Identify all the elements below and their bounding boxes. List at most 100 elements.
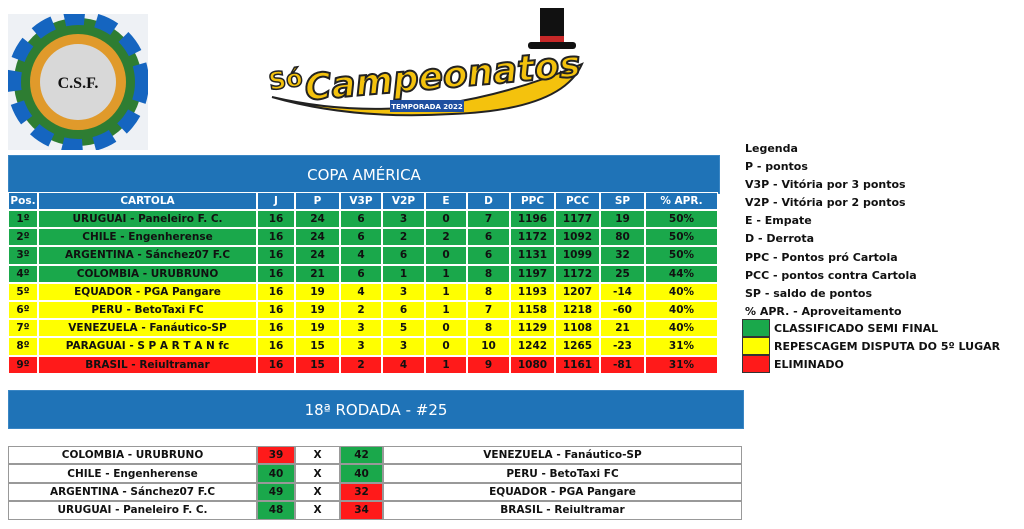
away-score: 42: [340, 446, 383, 465]
home-score: 48: [257, 501, 295, 520]
stat-cell: 1242: [510, 337, 555, 356]
stat-cell: 1: [382, 264, 425, 283]
stat-cell: 40%: [645, 282, 718, 301]
stat-cell: 19: [295, 319, 340, 338]
stat-cell: 7: [467, 210, 510, 229]
stat-cell: 16: [257, 301, 295, 320]
stat-cell: 6: [382, 301, 425, 320]
stat-cell: 1: [425, 355, 467, 374]
stat-cell: 6: [382, 246, 425, 265]
stat-cell: 3: [382, 210, 425, 229]
stat-cell: 1129: [510, 319, 555, 338]
standings-title: COPA AMÉRICA: [8, 155, 720, 194]
team-cell: CHILE - Engenherense: [38, 228, 257, 247]
legend-item: P - pontos: [745, 159, 808, 173]
stat-cell: 24: [295, 228, 340, 247]
stat-cell: 31%: [645, 355, 718, 374]
home-team: URUGUAI - Paneleiro F. C.: [8, 501, 257, 520]
stat-cell: 1172: [510, 228, 555, 247]
stat-cell: 8º: [8, 337, 38, 356]
column-header: PPC: [510, 192, 555, 210]
stat-cell: 80: [600, 228, 645, 247]
away-score: 40: [340, 464, 383, 483]
stat-cell: 3: [340, 319, 382, 338]
csf-logo: C.S.F.: [8, 14, 148, 150]
home-team: ARGENTINA - Sánchez07 F.C: [8, 482, 257, 502]
stat-cell: 6: [467, 246, 510, 265]
stat-cell: 24: [295, 210, 340, 229]
away-score: 32: [340, 482, 383, 502]
stat-cell: 1099: [555, 246, 600, 265]
round-title: 18ª RODADA - #25: [8, 390, 744, 429]
stat-cell: 44%: [645, 264, 718, 283]
legend-item: V2P - Vitória por 2 pontos: [745, 195, 906, 209]
stat-cell: -81: [600, 355, 645, 374]
stat-cell: 6º: [8, 301, 38, 320]
stat-cell: 1131: [510, 246, 555, 265]
stat-cell: -14: [600, 282, 645, 301]
team-cell: VENEZUELA - Fanáutico-SP: [38, 319, 257, 338]
versus: X: [295, 482, 340, 502]
column-header: P: [295, 192, 340, 210]
stat-cell: 6: [467, 228, 510, 247]
stat-cell: 2: [425, 228, 467, 247]
stat-cell: 16: [257, 282, 295, 301]
stat-cell: 6: [340, 210, 382, 229]
legend-zone: ELIMINADO: [774, 357, 844, 371]
stat-cell: 6: [340, 264, 382, 283]
home-score: 40: [257, 464, 295, 483]
stat-cell: 8: [467, 319, 510, 338]
stat-cell: 31%: [645, 337, 718, 356]
stat-cell: 16: [257, 264, 295, 283]
stat-cell: 21: [600, 319, 645, 338]
stat-cell: 1207: [555, 282, 600, 301]
stat-cell: 2: [382, 228, 425, 247]
versus: X: [295, 446, 340, 465]
stat-cell: 3: [340, 337, 382, 356]
stat-cell: 4º: [8, 264, 38, 283]
column-header: D: [467, 192, 510, 210]
stat-cell: 1218: [555, 301, 600, 320]
stat-cell: 40%: [645, 301, 718, 320]
stat-cell: 25: [600, 264, 645, 283]
team-cell: PERU - BetoTaxi FC: [38, 301, 257, 320]
column-header: J: [257, 192, 295, 210]
legend-item: % APR. - Aproveitamento: [745, 305, 902, 319]
stat-cell: 8: [467, 264, 510, 283]
legend-item: PPC - Pontos pró Cartola: [745, 250, 898, 264]
legend-item: D - Derrota: [745, 232, 815, 246]
team-cell: ARGENTINA - Sánchez07 F.C: [38, 246, 257, 265]
stat-cell: 2: [340, 301, 382, 320]
stat-cell: 16: [257, 355, 295, 374]
team-cell: EQUADOR - PGA Pangare: [38, 282, 257, 301]
stat-cell: 9: [467, 355, 510, 374]
column-header: PCC: [555, 192, 600, 210]
stat-cell: 1193: [510, 282, 555, 301]
stat-cell: 1196: [510, 210, 555, 229]
logo-text: C.S.F.: [58, 75, 99, 92]
stat-cell: -60: [600, 301, 645, 320]
legend-item: E - Empate: [745, 214, 812, 228]
versus: X: [295, 464, 340, 483]
column-header: V3P: [340, 192, 382, 210]
stat-cell: 15: [295, 337, 340, 356]
stat-cell: 16: [257, 228, 295, 247]
stat-cell: 1: [425, 301, 467, 320]
legend-swatch: [742, 355, 770, 373]
stat-cell: 32: [600, 246, 645, 265]
away-team: PERU - BetoTaxi FC: [383, 464, 742, 483]
stat-cell: 2: [340, 355, 382, 374]
stat-cell: 10: [467, 337, 510, 356]
stat-cell: 1172: [555, 264, 600, 283]
versus: X: [295, 501, 340, 520]
home-team: CHILE - Engenherense: [8, 464, 257, 483]
column-header: % APR.: [645, 192, 718, 210]
stat-cell: 1265: [555, 337, 600, 356]
team-cell: BRASIL - Reiultramar: [38, 355, 257, 374]
stat-cell: 19: [600, 210, 645, 229]
stat-cell: 16: [257, 337, 295, 356]
stat-cell: 1092: [555, 228, 600, 247]
stat-cell: 7º: [8, 319, 38, 338]
stat-cell: 1158: [510, 301, 555, 320]
